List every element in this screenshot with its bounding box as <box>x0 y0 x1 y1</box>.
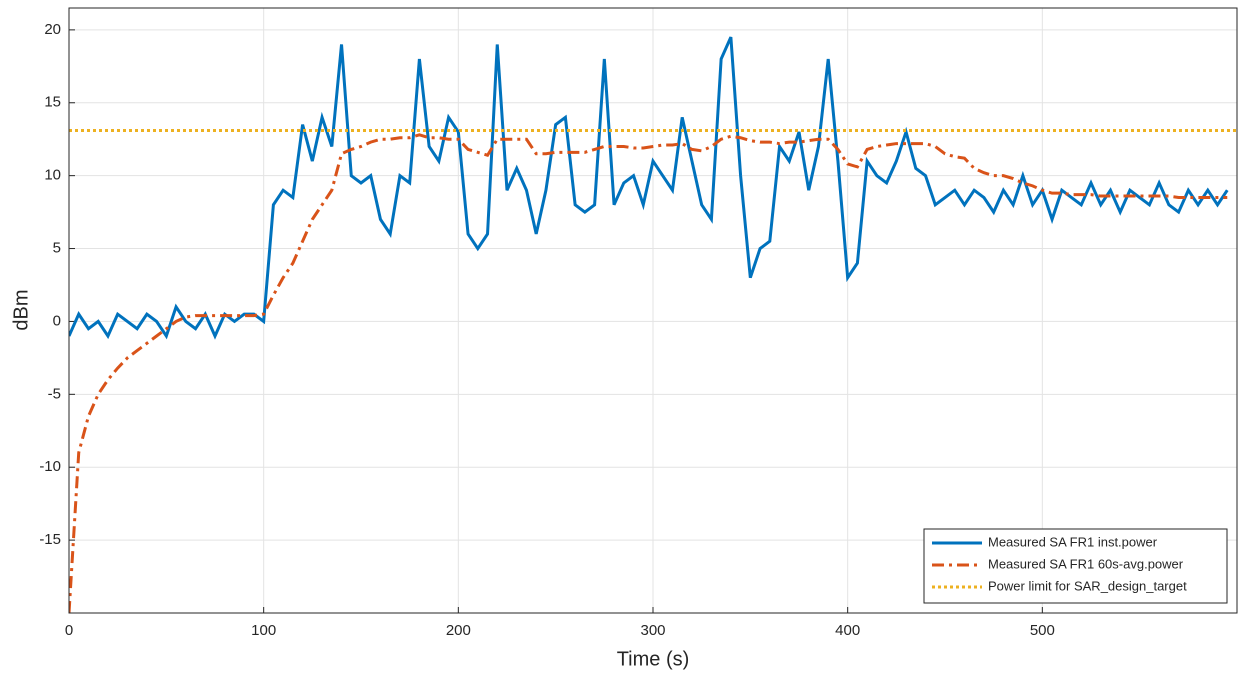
x-axis-label: Time (s) <box>617 648 690 670</box>
y-tick-label: 15 <box>44 94 61 111</box>
x-tick-label: 200 <box>446 622 471 639</box>
y-tick-label: 10 <box>44 167 61 184</box>
x-tick-label: 100 <box>251 622 276 639</box>
legend-label: Measured SA FR1 60s-avg.power <box>988 556 1184 571</box>
x-tick-label: 300 <box>640 622 665 639</box>
axes-box <box>68 7 1238 614</box>
y-axis-label: dBm <box>10 289 32 330</box>
x-tick-label: 500 <box>1030 622 1055 639</box>
legend-box <box>923 528 1228 604</box>
y-tick-label: 20 <box>44 21 61 38</box>
y-tick-label: 5 <box>53 240 61 257</box>
x-tick-label: 0 <box>65 622 73 639</box>
legend-label: Measured SA FR1 inst.power <box>988 534 1158 549</box>
x-tick-label: 400 <box>835 622 860 639</box>
series-line <box>69 36 1229 340</box>
y-tick-label: 0 <box>53 312 61 329</box>
legend-label: Power limit for SAR_design_target <box>988 578 1187 593</box>
series-line <box>69 133 1228 613</box>
y-tick-label: -15 <box>39 531 61 548</box>
y-tick-label: -10 <box>39 458 61 475</box>
y-tick-label: -5 <box>48 385 61 402</box>
